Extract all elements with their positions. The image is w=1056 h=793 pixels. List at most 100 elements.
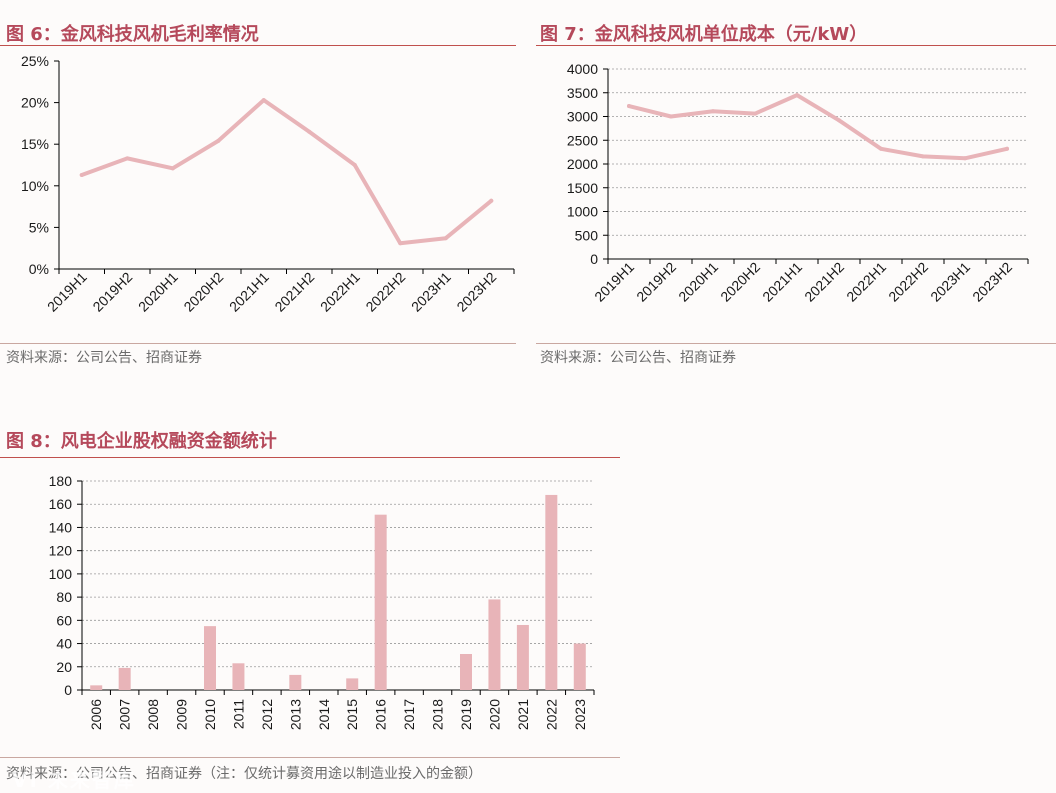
x-tick-label: 2016	[373, 699, 389, 730]
data-point	[443, 236, 448, 241]
bar	[488, 599, 501, 690]
bar	[460, 654, 472, 690]
watermark-logo: VI 未来智库	[12, 768, 136, 792]
x-tick-label: 2020H1	[675, 259, 721, 305]
x-tick-label: 2023	[572, 699, 588, 730]
y-tick-label: 1500	[567, 180, 598, 196]
data-point	[352, 163, 357, 167]
y-tick-label: 80	[56, 589, 72, 605]
x-tick-label: 2022H2	[885, 259, 931, 305]
x-tick-label: 2023H2	[969, 259, 1015, 305]
fig8-chart: 0 20 40 60 80 100 120 140 160 180 2006 2007 2008 2009…	[49, 473, 595, 730]
fig7-title-rule	[536, 45, 1056, 46]
bar	[573, 643, 586, 690]
y-tick-label: 2500	[567, 132, 598, 148]
fig6-chart: 0% 5% 10% 15% 20% 25% 2019H1 2019H2 2020H1 2020H2…	[21, 53, 515, 315]
x-tick-label: 2022H1	[317, 269, 363, 315]
y-tick-label: 140	[49, 519, 73, 535]
y-tick-label: 500	[575, 227, 599, 243]
x-tick-label: 2021H1	[759, 259, 805, 305]
x-tick-label: 2011	[230, 699, 246, 729]
data-point	[963, 156, 967, 161]
x-tick-label: 2021H2	[271, 269, 317, 315]
x-tick-label: 2007	[117, 699, 133, 730]
fig6-source: 资料来源：公司公告、招商证券	[6, 350, 202, 366]
x-tick-label: 2015	[344, 699, 360, 730]
x-tick-label: 2010	[202, 699, 218, 730]
data-point	[1005, 146, 1009, 151]
x-tick-label: 2013	[287, 699, 303, 730]
x-tick-label: 2022H2	[362, 269, 408, 315]
y-tick-label: 0	[590, 251, 598, 267]
fig8-source: 资料来源：公司公告、招商证券（注：仅统计募资用途以制造业投入的金额）	[6, 766, 482, 782]
y-tick-label: 5%	[29, 219, 49, 235]
x-tick-label: 2014	[316, 699, 332, 730]
y-tick-label: 10%	[21, 178, 49, 194]
data-point	[795, 93, 799, 98]
x-tick-label: 2020H2	[180, 269, 226, 315]
x-tick-label: 2023H2	[453, 269, 499, 315]
bar	[374, 514, 387, 690]
data-point	[170, 166, 175, 171]
bar	[232, 663, 245, 690]
data-point	[669, 114, 673, 119]
y-tick-label: 20	[56, 659, 72, 675]
x-tick-label: 2021	[515, 699, 531, 730]
y-tick-label: 4000	[567, 61, 598, 77]
data-point	[261, 98, 266, 103]
fig6-title: 图 6：金风科技风机毛利率情况	[6, 24, 259, 45]
y-tick-label: 20%	[21, 95, 49, 111]
x-tick-label: 2021H2	[801, 259, 847, 305]
y-tick-label: 25%	[21, 53, 49, 69]
x-tick-label: 2019	[458, 699, 474, 730]
y-tick-label: 100	[49, 566, 73, 582]
x-tick-label: 2009	[174, 699, 190, 730]
x-tick-label: 2018	[430, 699, 446, 730]
y-tick-label: 0%	[29, 261, 49, 277]
data-point	[79, 172, 84, 177]
fig7-title: 图 7：金风科技风机单位成本（元/kW）	[540, 24, 868, 45]
y-tick-label: 2000	[567, 156, 598, 172]
x-tick-label: 2019H1	[591, 259, 637, 305]
bar	[346, 678, 359, 690]
bar	[545, 494, 558, 690]
data-point	[398, 241, 403, 246]
data-point	[307, 129, 312, 134]
data-point	[125, 156, 130, 161]
y-tick-label: 0	[64, 682, 72, 698]
bar	[204, 626, 216, 690]
fig8-bottom-rule	[0, 757, 620, 758]
data-point	[489, 198, 494, 203]
data-point	[921, 154, 925, 159]
x-tick-label: 2020	[486, 699, 502, 730]
data-point	[711, 109, 715, 114]
fig7-bottom-rule	[536, 343, 1056, 344]
fig6-bottom-rule	[0, 343, 516, 344]
x-tick-label: 2017	[401, 699, 417, 730]
x-tick-label: 2020H1	[135, 269, 181, 315]
data-point	[837, 118, 841, 123]
fig7-source: 资料来源：公司公告、招商证券	[540, 350, 736, 366]
y-tick-label: 120	[49, 543, 73, 559]
x-tick-label: 2019H2	[633, 259, 679, 305]
x-tick-label: 2023H1	[927, 259, 973, 305]
x-tick-label: 2023H1	[408, 269, 454, 315]
x-tick-label: 2019H1	[44, 269, 90, 315]
data-point	[753, 111, 757, 116]
bar	[90, 685, 103, 690]
data-point	[216, 138, 221, 143]
x-tick-label: 2022H1	[843, 259, 889, 305]
data-point	[627, 104, 631, 109]
y-tick-label: 40	[56, 636, 72, 652]
bar	[118, 667, 131, 690]
y-tick-label: 180	[49, 473, 73, 489]
fig8-title-rule	[0, 457, 620, 458]
fig7-chart: 050010001500200025003000350040002019H120…	[567, 61, 1029, 305]
y-tick-label: 60	[56, 612, 72, 628]
x-tick-label: 2012	[259, 699, 275, 730]
series-line	[627, 93, 1009, 161]
x-tick-label: 2006	[88, 699, 104, 730]
x-tick-label: 2021H1	[226, 269, 272, 315]
y-tick-label: 1000	[567, 204, 598, 220]
x-tick-label: 2022	[543, 699, 559, 730]
